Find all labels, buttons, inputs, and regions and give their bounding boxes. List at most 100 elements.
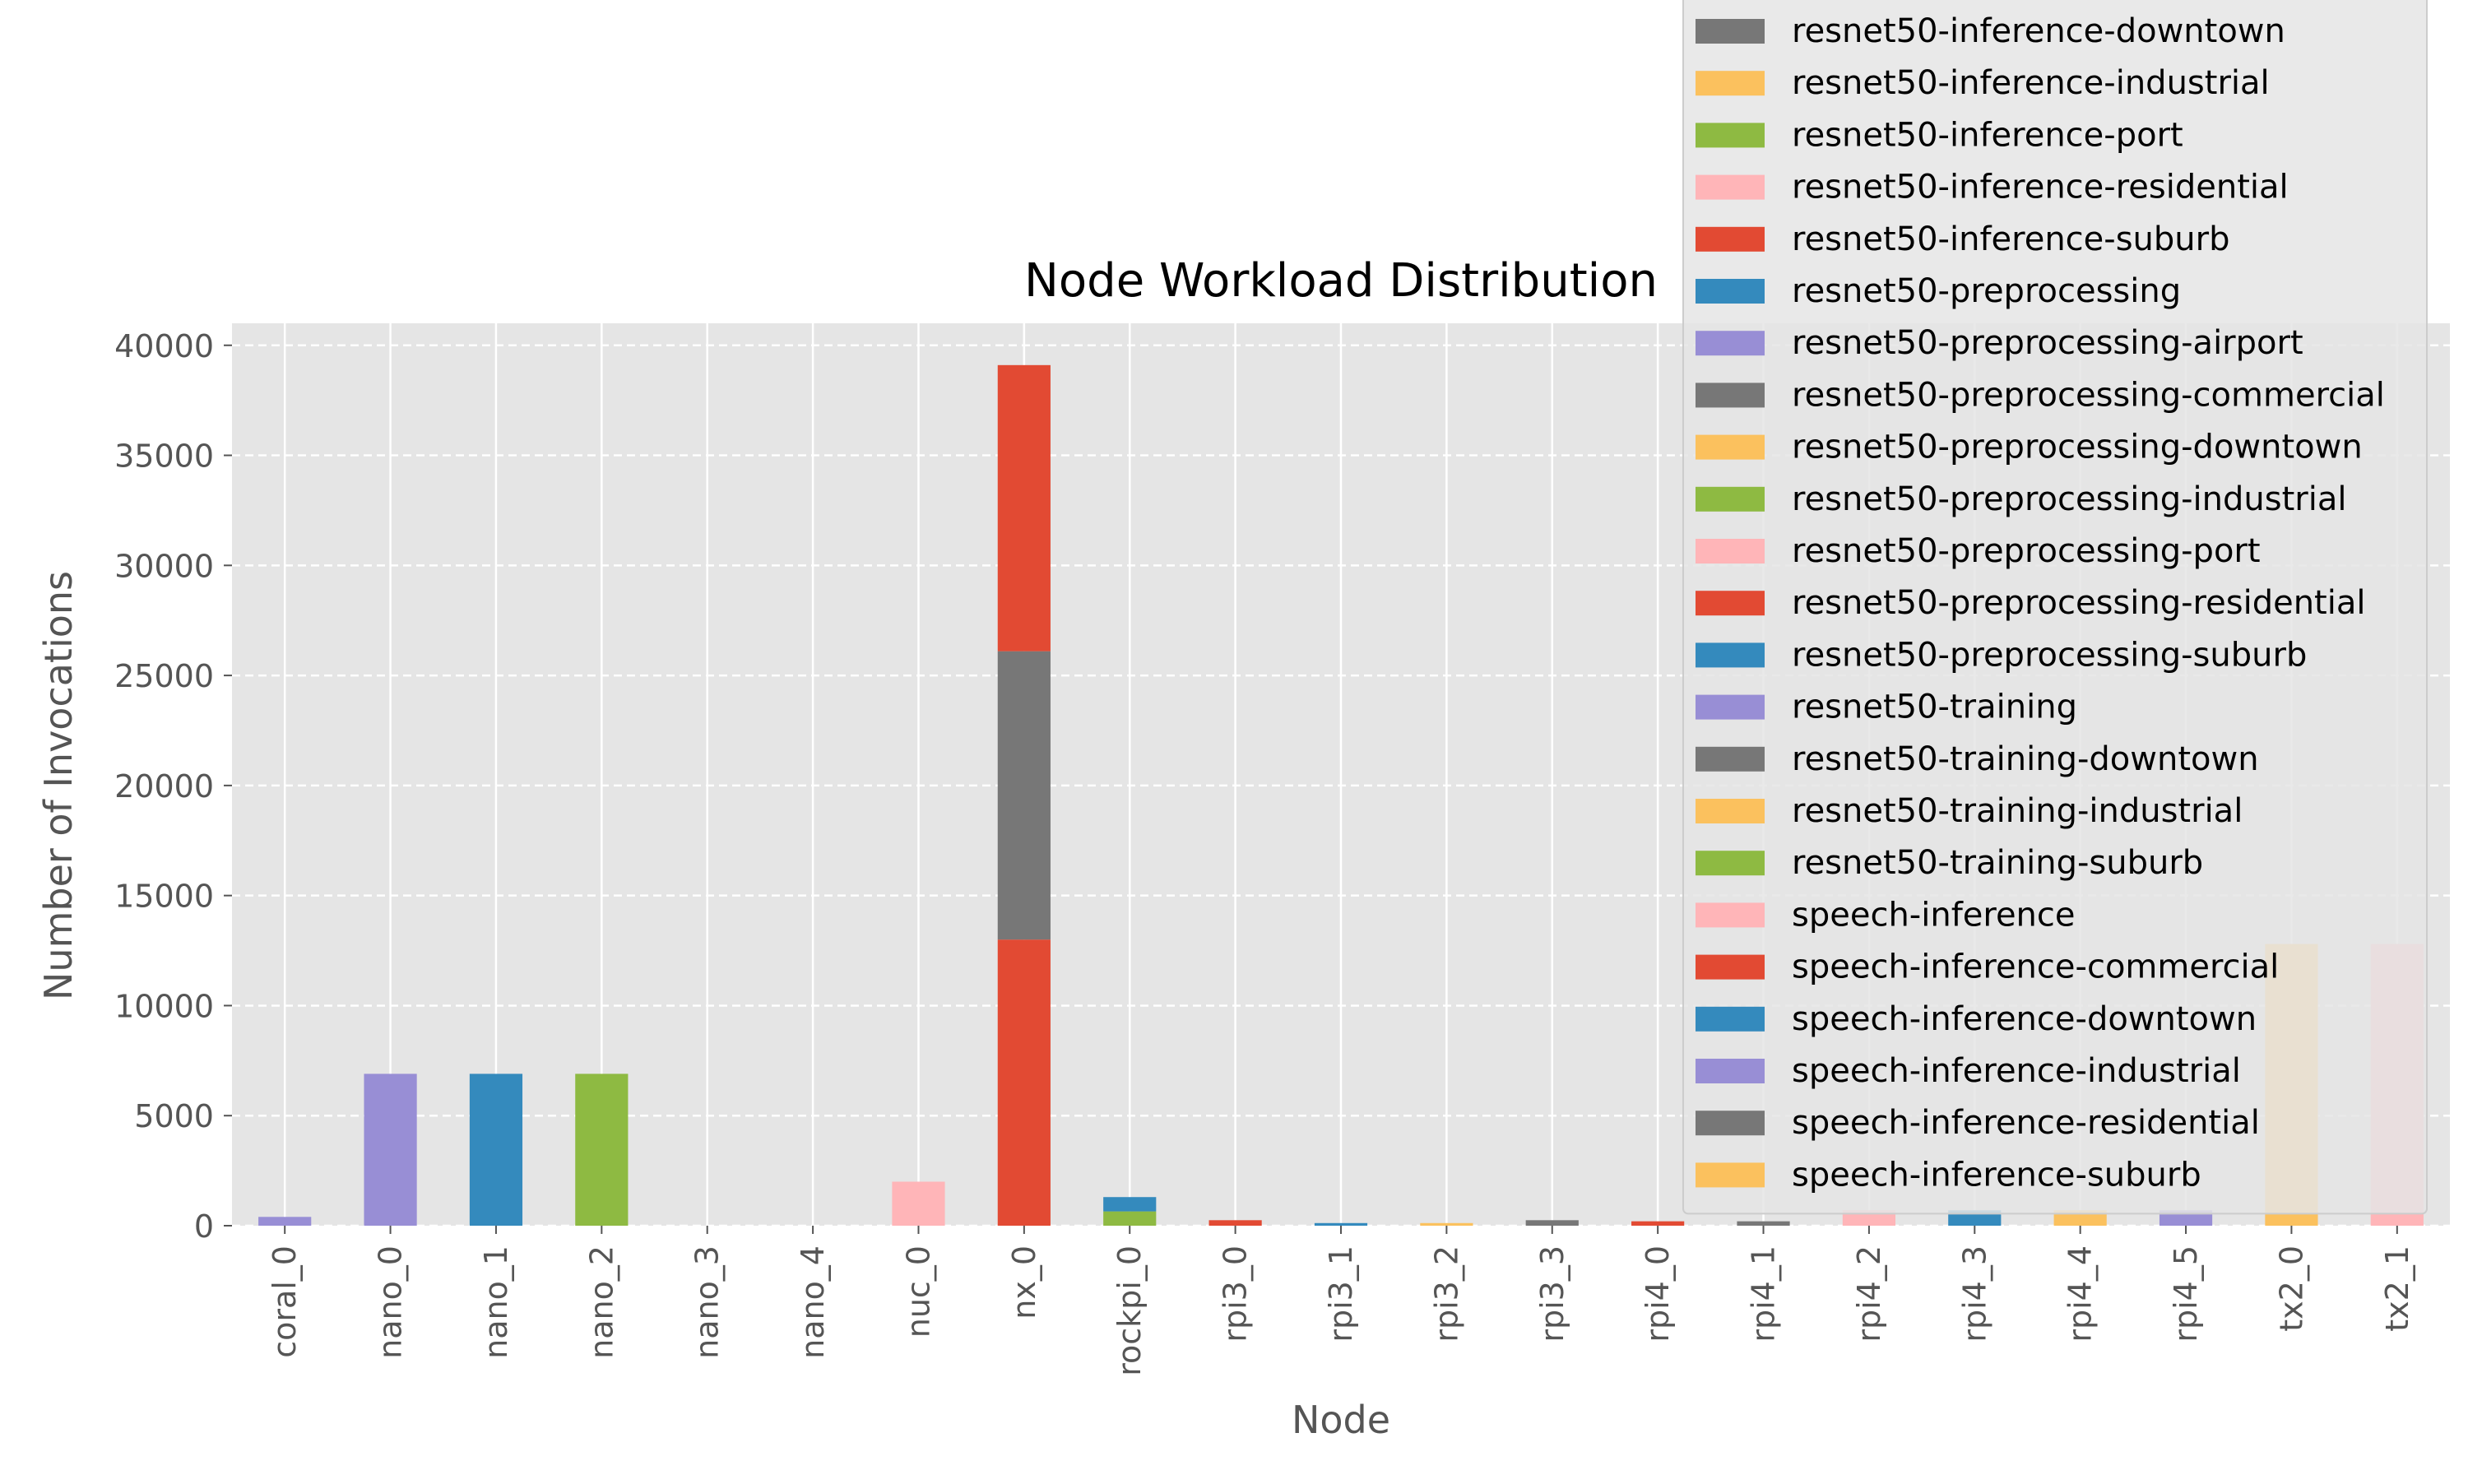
legend-entry: resnet50-preprocessing-commercial <box>1792 376 2385 414</box>
x-tick-label: rockpi_0 <box>1111 1245 1148 1376</box>
legend-swatch <box>1696 279 1765 304</box>
legend-swatch <box>1696 434 1765 460</box>
legend-swatch <box>1696 331 1765 356</box>
legend-entry: speech-inference-suburb <box>1792 1156 2201 1194</box>
x-tick-label: tx2_1 <box>2379 1245 2415 1332</box>
bar-segment <box>1103 1211 1157 1226</box>
legend-entry: resnet50-training-industrial <box>1792 792 2243 830</box>
legend-entry: speech-inference-industrial <box>1792 1052 2241 1090</box>
bar-segment <box>1737 1221 1790 1226</box>
x-tick-label: rpi4_4 <box>2062 1245 2099 1343</box>
legend-entry: resnet50-inference-industrial <box>1792 64 2270 102</box>
y-tick-label: 15000 <box>114 879 214 915</box>
chart-title: Node Workload Distribution <box>1024 254 1658 308</box>
legend-swatch <box>1696 174 1765 200</box>
legend-swatch <box>1696 1111 1765 1136</box>
legend-entry: resnet50-inference-residential <box>1792 169 2289 206</box>
y-tick-label: 30000 <box>114 548 214 584</box>
x-tick-label: rpi3_2 <box>1428 1245 1464 1343</box>
x-tick-label: rpi3_3 <box>1534 1245 1570 1343</box>
x-tick-label: nano_3 <box>689 1245 726 1359</box>
bar-segment <box>1103 1197 1157 1212</box>
legend-entry: speech-inference-downtown <box>1792 1000 2257 1038</box>
axes-layer: 0 5000 10000 15000 20000 25000 30000 35000 40000… <box>114 328 2415 1376</box>
legend-box <box>1682 0 2428 1215</box>
legend-swatch <box>1696 851 1765 876</box>
y-tick-label: 35000 <box>114 438 214 475</box>
legend-swatch <box>1696 642 1765 668</box>
legend-swatch <box>1696 19 1765 44</box>
bar-segment <box>1420 1222 1473 1226</box>
legend-entry: speech-inference <box>1792 896 2076 934</box>
y-tick-label: 20000 <box>114 768 214 805</box>
legend-entry: resnet50-preprocessing-residential <box>1792 584 2365 622</box>
x-axis-label: Node <box>1292 1398 1390 1442</box>
legend: resnet50-inference-downtown resnet50-infe… <box>1682 0 2428 1215</box>
x-tick-label: nx_0 <box>1006 1245 1042 1319</box>
bar-segment <box>575 1074 629 1226</box>
legend-swatch <box>1696 383 1765 408</box>
x-tick-label: nano_0 <box>373 1245 409 1359</box>
legend-swatch <box>1696 694 1765 720</box>
x-tick-label: rpi4_1 <box>1746 1245 1782 1343</box>
legend-swatch <box>1696 1162 1765 1188</box>
legend-entry: resnet50-inference-port <box>1792 116 2183 154</box>
legend-entry: resnet50-preprocessing-downtown <box>1792 429 2363 466</box>
legend-entry: speech-inference-commercial <box>1792 948 2279 986</box>
x-tick-label: rpi4_2 <box>1851 1245 1887 1343</box>
x-tick-label: rpi3_0 <box>1218 1245 1254 1343</box>
x-tick-label: nuc_0 <box>900 1245 936 1338</box>
y-tick-label: 5000 <box>134 1098 214 1134</box>
legend-swatch <box>1696 902 1765 928</box>
legend-entry: speech-inference-residential <box>1792 1104 2260 1142</box>
y-tick-label: 10000 <box>114 988 214 1024</box>
legend-swatch <box>1696 591 1765 616</box>
x-tick-label: rpi4_3 <box>1956 1245 1992 1343</box>
x-tick-label: nano_2 <box>583 1245 619 1359</box>
legend-entry: resnet50-training <box>1792 689 2077 726</box>
bar-segment <box>1208 1220 1262 1226</box>
bar-segment <box>997 939 1051 1226</box>
bar-segment <box>364 1074 417 1226</box>
legend-entry: resnet50-inference-downtown <box>1792 12 2285 50</box>
legend-swatch <box>1696 226 1765 252</box>
bar-segment <box>892 1181 945 1226</box>
x-tick-label: coral_0 <box>267 1245 303 1358</box>
y-axis-label: Number of Invocations <box>36 571 81 1000</box>
bar-segment <box>997 364 1051 652</box>
legend-swatch <box>1696 123 1765 148</box>
bar-segment <box>1314 1222 1368 1226</box>
legend-entry: resnet50-inference-suburb <box>1792 220 2229 258</box>
legend-swatch <box>1696 539 1765 563</box>
legend-swatch <box>1696 486 1765 512</box>
x-tick-label: nano_1 <box>478 1245 514 1359</box>
x-tick-label: rpi3_1 <box>1323 1245 1359 1343</box>
x-tick-label: nano_4 <box>795 1245 831 1359</box>
bar-segment <box>997 651 1051 940</box>
legend-entry: resnet50-preprocessing-industrial <box>1792 480 2346 518</box>
legend-swatch <box>1696 1059 1765 1083</box>
legend-entry: resnet50-preprocessing-port <box>1792 532 2261 570</box>
legend-entry: resnet50-preprocessing-suburb <box>1792 636 2307 674</box>
legend-entry: resnet50-training-suburb <box>1792 844 2203 882</box>
legend-entry: resnet50-preprocessing-airport <box>1792 324 2303 362</box>
legend-swatch <box>1696 71 1765 96</box>
bar-segment <box>1631 1221 1685 1226</box>
legend-swatch <box>1696 954 1765 980</box>
x-tick-label: rpi4_5 <box>2168 1245 2204 1343</box>
bar-segment <box>469 1074 523 1226</box>
legend-swatch <box>1696 799 1765 823</box>
y-tick-label: 25000 <box>114 658 214 694</box>
y-tick-label: 40000 <box>114 328 214 364</box>
legend-entry: resnet50-preprocessing <box>1792 272 2181 310</box>
legend-swatch <box>1696 746 1765 772</box>
bar-segment <box>258 1217 312 1226</box>
y-tick-label: 0 <box>194 1208 214 1245</box>
legend-swatch <box>1696 1006 1765 1032</box>
legend-entry: resnet50-training-downtown <box>1792 740 2259 778</box>
bar-segment <box>1525 1220 1579 1226</box>
x-tick-label: rpi4_0 <box>1640 1245 1676 1343</box>
x-tick-label: tx2_0 <box>2273 1245 2309 1332</box>
